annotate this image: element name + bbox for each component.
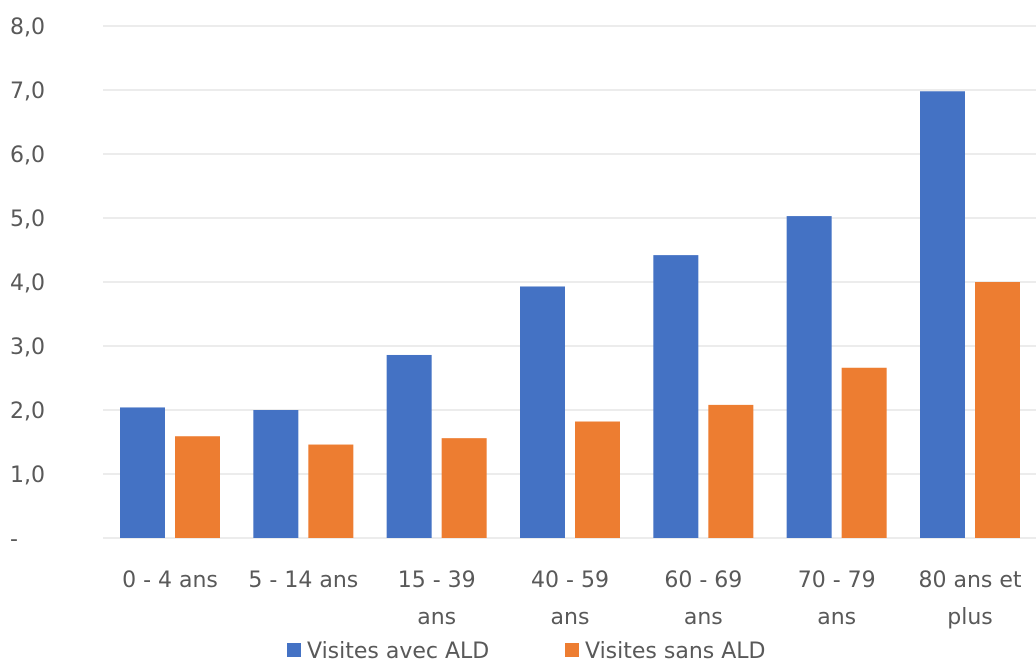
- bar-avec-ald: [520, 286, 565, 538]
- y-tick-label: 2,0: [10, 399, 45, 424]
- bar-sans-ald: [308, 444, 354, 538]
- legend-swatch: [287, 643, 301, 657]
- bar-avec-ald: [786, 216, 832, 538]
- bar-sans-ald: [575, 421, 620, 538]
- x-category-label: ans: [817, 605, 856, 630]
- legend: Visites avec ALD Visites sans ALD: [287, 639, 765, 664]
- y-tick-label: 1,0: [10, 463, 45, 488]
- bars: [120, 91, 1020, 538]
- x-category-label: 15 - 39: [398, 568, 476, 593]
- y-tick-label: -: [10, 527, 18, 552]
- x-axis-category-labels: 0 - 4 ans 5 - 14 ans 15 - 39 ans 40 - 59 ans 6…: [122, 568, 1022, 630]
- legend-label: Visites sans ALD: [585, 639, 765, 664]
- legend-swatch: [565, 643, 579, 657]
- y-tick-label: 5,0: [10, 207, 45, 232]
- bar-sans-ald: [175, 436, 220, 538]
- x-category-label: 40 - 59: [531, 568, 609, 593]
- y-tick-label: 8,0: [10, 15, 45, 40]
- y-tick-label: 4,0: [10, 271, 45, 296]
- bar-avec-ald: [120, 407, 165, 538]
- bar-avec-ald: [386, 354, 432, 538]
- bar-sans-ald: [708, 404, 754, 538]
- y-tick-label: 7,0: [10, 79, 45, 104]
- bar-sans-ald: [441, 438, 487, 538]
- bar-avec-ald: [653, 255, 699, 538]
- bar-sans-ald: [975, 282, 1020, 538]
- y-tick-label: 6,0: [10, 143, 45, 168]
- bar-avec-ald: [920, 91, 965, 538]
- gridlines: [103, 25, 1036, 539]
- x-category-label: 60 - 69: [664, 568, 742, 593]
- y-tick-label: 3,0: [10, 335, 45, 360]
- x-category-label: 70 - 79: [798, 568, 876, 593]
- x-category-label: ans: [417, 605, 456, 630]
- x-category-label: 5 - 14 ans: [248, 568, 358, 593]
- legend-label: Visites avec ALD: [307, 639, 489, 664]
- x-category-label: ans: [551, 605, 590, 630]
- y-axis-tick-labels: - 1,0 2,0 3,0 4,0 5,0 6,0 7,0 8,0: [10, 15, 45, 552]
- x-category-label: ans: [684, 605, 723, 630]
- x-category-label: 80 ans et: [918, 568, 1021, 593]
- bar-avec-ald: [253, 410, 299, 538]
- bar-sans-ald: [841, 367, 887, 538]
- x-category-label: 0 - 4 ans: [122, 568, 218, 593]
- x-category-label: plus: [947, 605, 992, 630]
